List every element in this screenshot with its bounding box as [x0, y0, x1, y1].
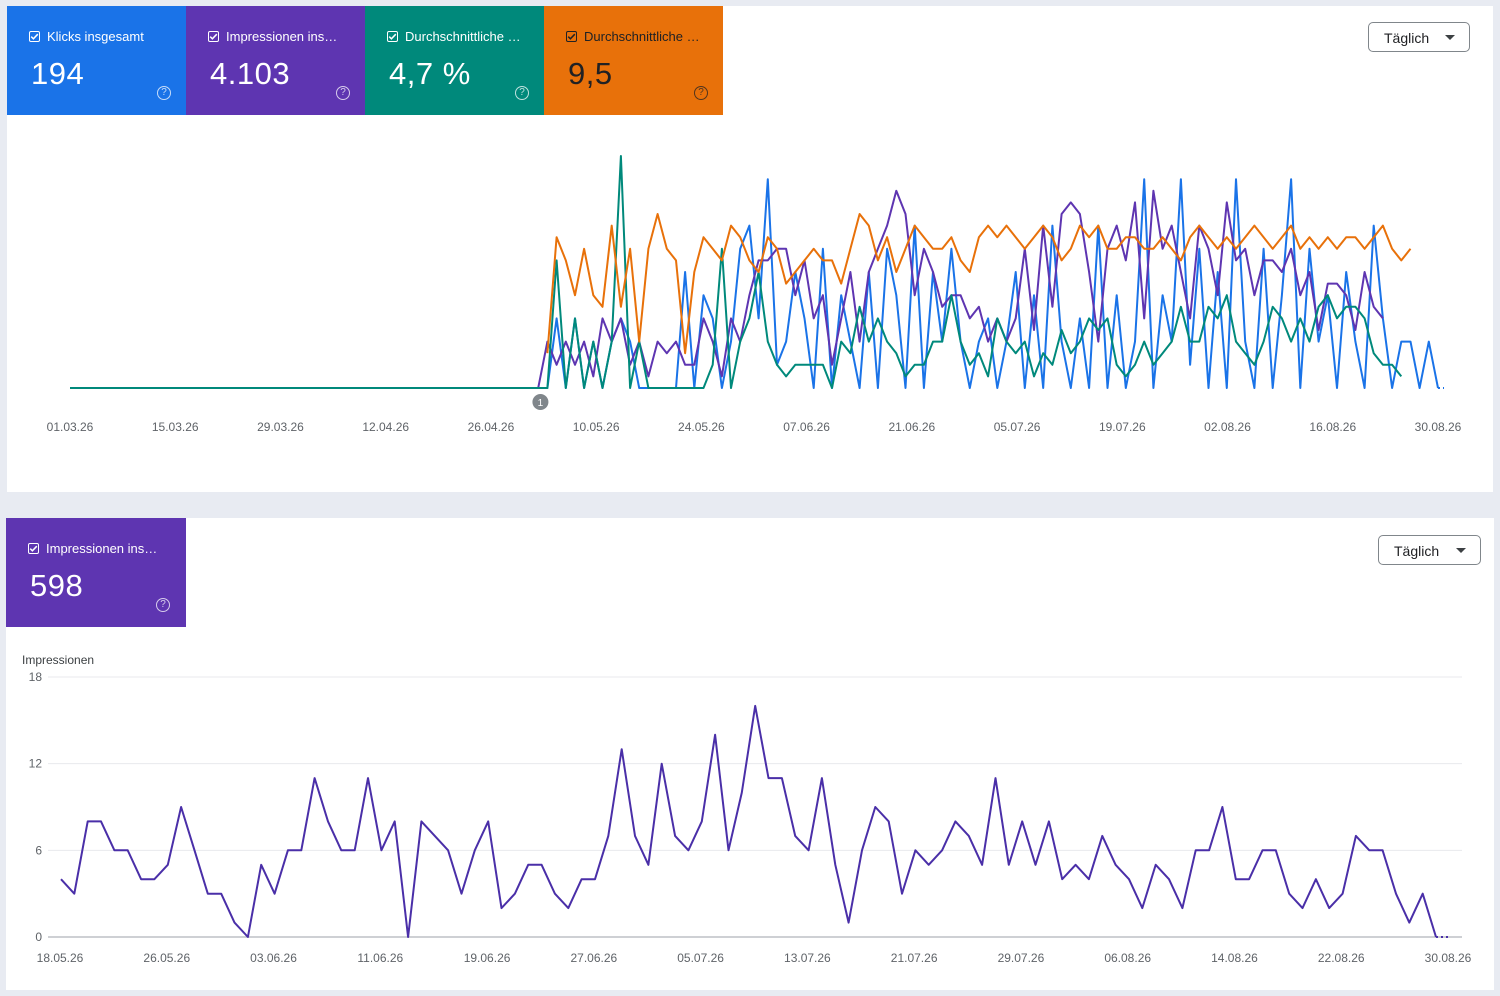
help-icon[interactable]: ?: [515, 86, 529, 100]
x-tick-label: 21.07.26: [891, 951, 938, 965]
x-tick-label: 30.08.26: [1415, 420, 1462, 434]
metric-card-value: 4,7 %: [389, 56, 471, 91]
chevron-down-icon: [1445, 35, 1455, 40]
interval-dropdown-label: Täglich: [1394, 543, 1440, 559]
performance-panel-bottom: Impressionen ins… 598? Täglich Impression…: [6, 518, 1494, 990]
chart-top: 01.03.26 15.03.26 29.03.26 12.04.26 26.04.26…: [47, 155, 1462, 434]
x-tick-label: 21.06.26: [888, 420, 935, 434]
interval-dropdown-label: Täglich: [1384, 30, 1430, 46]
x-tick-label: 12.04.26: [362, 420, 409, 434]
help-icon[interactable]: ?: [336, 86, 350, 100]
series-line: [546, 213, 1412, 355]
annotation-marker-label: 1: [538, 398, 544, 409]
series-line: [70, 178, 1439, 389]
y-tick-label: 6: [35, 843, 42, 857]
interval-dropdown[interactable]: Täglich: [1378, 535, 1481, 565]
series-line: [60, 704, 1437, 938]
metric-card[interactable]: Klicks insgesamt 194?: [7, 6, 186, 115]
x-tick-label: 22.08.26: [1318, 951, 1365, 965]
checkbox-checked-icon[interactable]: [208, 31, 219, 42]
metric-card-value: 598: [30, 568, 84, 603]
performance-panel-top: Klicks insgesamt 194? Impressionen ins… 4.1…: [7, 6, 1493, 492]
x-tick-label: 26.04.26: [468, 420, 515, 434]
interval-dropdown[interactable]: Täglich: [1368, 22, 1470, 52]
x-tick-label: 13.07.26: [784, 951, 831, 965]
metric-card-label: Durchschnittliche …: [584, 29, 700, 44]
y-axis-label: Impressionen: [22, 653, 94, 667]
y-tick-label: 0: [35, 930, 42, 944]
checkbox-checked-icon[interactable]: [29, 31, 40, 42]
x-tick-label: 24.05.26: [678, 420, 725, 434]
metric-card-value: 194: [31, 56, 85, 91]
y-tick-label: 18: [29, 670, 43, 684]
metric-card-value: 9,5: [568, 56, 613, 91]
x-tick-label: 19.06.26: [464, 951, 511, 965]
x-tick-label: 06.08.26: [1104, 951, 1151, 965]
metric-card-label: Durchschnittliche …: [405, 29, 521, 44]
metric-card[interactable]: Durchschnittliche … 4,7 %?: [365, 6, 544, 115]
help-icon[interactable]: ?: [157, 86, 171, 100]
metric-card[interactable]: Durchschnittliche … 9,5?: [544, 6, 723, 115]
x-tick-label: 02.08.26: [1204, 420, 1251, 434]
x-tick-label: 16.08.26: [1309, 420, 1356, 434]
x-tick-label: 29.03.26: [257, 420, 304, 434]
checkbox-checked-icon[interactable]: [387, 31, 398, 42]
x-tick-label: 07.06.26: [783, 420, 830, 434]
metric-card[interactable]: Impressionen ins… 598?: [6, 518, 186, 627]
x-tick-label: 14.08.26: [1211, 951, 1258, 965]
checkbox-checked-icon[interactable]: [566, 31, 577, 42]
x-tick-label: 10.05.26: [573, 420, 620, 434]
chevron-down-icon: [1456, 548, 1466, 553]
y-tick-label: 12: [29, 757, 43, 771]
x-tick-label: 05.07.26: [994, 420, 1041, 434]
metric-card-value: 4.103: [210, 56, 291, 91]
x-tick-label: 18.05.26: [37, 951, 84, 965]
metric-card-label: Impressionen ins…: [46, 541, 158, 556]
x-tick-label: 03.06.26: [250, 951, 297, 965]
series-line: [70, 155, 1403, 389]
metric-card-label: Klicks insgesamt: [47, 29, 144, 44]
x-tick-label: 27.06.26: [570, 951, 617, 965]
x-tick-label: 26.05.26: [143, 951, 190, 965]
x-tick-label: 30.08.26: [1425, 951, 1472, 965]
metric-card[interactable]: Impressionen ins… 4.103?: [186, 6, 365, 115]
x-tick-label: 05.07.26: [677, 951, 724, 965]
x-tick-label: 15.03.26: [152, 420, 199, 434]
x-tick-label: 29.07.26: [998, 951, 1045, 965]
chart-bottom: Impressionen 0 6 12 18 18.05.26 26.05.26 03.06.…: [22, 653, 1472, 965]
x-tick-label: 19.07.26: [1099, 420, 1146, 434]
metric-card-label: Impressionen ins…: [226, 29, 338, 44]
help-icon[interactable]: ?: [694, 86, 708, 100]
help-icon[interactable]: ?: [156, 598, 170, 612]
x-tick-label: 11.06.26: [357, 951, 403, 965]
annotation-marker[interactable]: [532, 394, 549, 410]
checkbox-checked-icon[interactable]: [28, 543, 39, 554]
x-tick-label: 01.03.26: [47, 420, 94, 434]
